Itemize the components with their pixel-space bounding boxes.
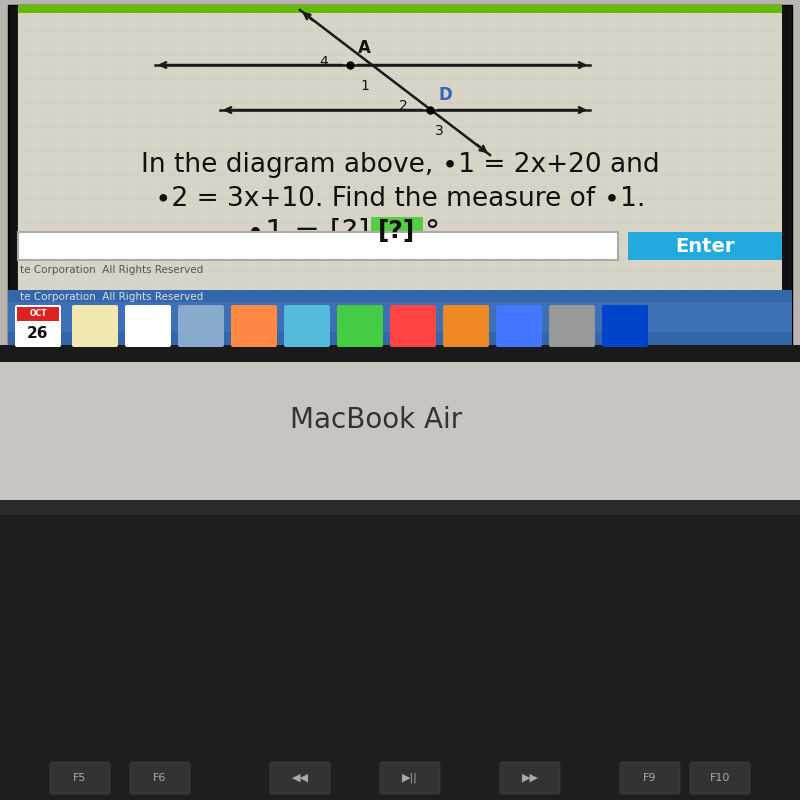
FancyBboxPatch shape [15, 305, 61, 347]
Text: 1: 1 [360, 79, 369, 93]
Bar [17, 307, 59, 321]
Text: MacBook Air: MacBook Air [290, 406, 462, 434]
Text: ▶||: ▶|| [402, 773, 418, 783]
FancyBboxPatch shape [337, 305, 383, 347]
Text: ◀◀: ◀◀ [291, 773, 309, 783]
FancyBboxPatch shape [125, 305, 171, 347]
Text: ▶▶: ▶▶ [522, 773, 538, 783]
Bar [0, 345, 800, 362]
Bar [0, 500, 800, 515]
FancyBboxPatch shape [130, 762, 190, 794]
Bar [0, 362, 800, 500]
Bar [8, 290, 792, 345]
FancyBboxPatch shape [500, 762, 560, 794]
Text: [?]: [?] [378, 219, 416, 243]
FancyBboxPatch shape [231, 305, 277, 347]
Text: °: ° [424, 218, 439, 246]
Text: te Corporation  All Rights Reserved: te Corporation All Rights Reserved [20, 292, 203, 302]
FancyBboxPatch shape [690, 762, 750, 794]
FancyBboxPatch shape [620, 762, 680, 794]
Text: In the diagram above, ∙1 = 2x+20 and: In the diagram above, ∙1 = 2x+20 and [141, 152, 659, 178]
Text: 4: 4 [319, 55, 328, 69]
Text: te Corporation  All Rights Reserved: te Corporation All Rights Reserved [20, 265, 203, 275]
Text: F10: F10 [710, 773, 730, 783]
Text: ∙1 = [?]: ∙1 = [?] [246, 218, 370, 246]
Text: F9: F9 [643, 773, 657, 783]
Bar [8, 302, 792, 332]
Text: OCT: OCT [30, 310, 46, 318]
Text: ∙2 = 3x+10. Find the measure of ∙1.: ∙2 = 3x+10. Find the measure of ∙1. [155, 186, 645, 212]
FancyBboxPatch shape [15, 305, 61, 347]
FancyBboxPatch shape [18, 8, 782, 343]
FancyBboxPatch shape [50, 762, 110, 794]
Text: 3: 3 [435, 124, 444, 138]
Text: 26: 26 [27, 326, 49, 342]
Text: F6: F6 [154, 773, 166, 783]
Text: 2: 2 [399, 99, 408, 113]
FancyBboxPatch shape [72, 305, 118, 347]
Text: A: A [358, 39, 371, 57]
Bar [0, 500, 800, 800]
Text: D: D [438, 86, 452, 104]
Text: F5: F5 [74, 773, 86, 783]
FancyBboxPatch shape [270, 762, 330, 794]
FancyBboxPatch shape [443, 305, 489, 347]
FancyBboxPatch shape [496, 305, 542, 347]
FancyBboxPatch shape [549, 305, 595, 347]
FancyBboxPatch shape [390, 305, 436, 347]
FancyBboxPatch shape [18, 232, 618, 260]
FancyBboxPatch shape [371, 217, 423, 245]
FancyBboxPatch shape [602, 305, 648, 347]
FancyBboxPatch shape [380, 762, 440, 794]
FancyBboxPatch shape [8, 5, 792, 350]
FancyBboxPatch shape [178, 305, 224, 347]
FancyBboxPatch shape [628, 232, 782, 260]
FancyBboxPatch shape [284, 305, 330, 347]
Text: Enter: Enter [675, 237, 734, 255]
Bar [18, 5, 782, 13]
